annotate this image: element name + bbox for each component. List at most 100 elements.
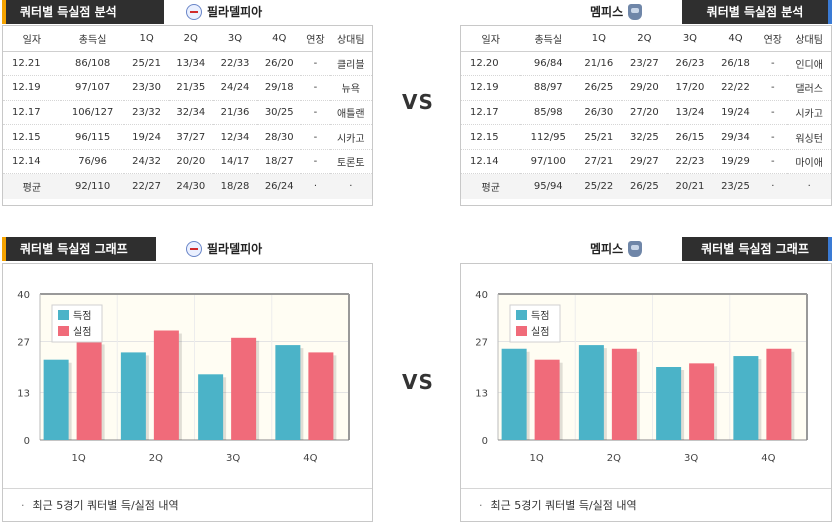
column-header: 3Q <box>667 26 713 52</box>
table-cell: 37/27 <box>168 124 213 150</box>
left-table-title: 쿼터별 득실점 분석 <box>6 0 164 24</box>
header-accent <box>2 0 6 24</box>
table-cell: 23/30 <box>124 75 169 101</box>
table-cell: 28/30 <box>257 124 302 150</box>
bar-scored <box>198 374 224 440</box>
table-cell: 애틀랜 <box>329 100 372 126</box>
table-cell: 19/29 <box>712 149 759 175</box>
left-chart-box: 0 13 27 40 1Q 2Q 3Q 4Q 득점 실점 · 최근 5경기 쿼터별 득/실점 내역 <box>2 263 373 522</box>
table-row: 12.15 96/115 19/24 37/27 12/34 28/30- 시카고 <box>3 124 372 150</box>
x-tick-label: 2Q <box>607 453 621 464</box>
vs-label-top: VS <box>402 90 434 114</box>
table-cell: 20/21 <box>667 173 713 199</box>
x-tick-label: 4Q <box>761 453 775 464</box>
legend-label: 득점 <box>73 310 91 322</box>
right-table: 일자 총득실 1Q 2Q 3Q 4Q 연장 상대팀 12.20 96/84 21/16 23/27 2… <box>461 26 831 199</box>
column-header: 3Q <box>212 26 258 52</box>
table-cell: 25/21 <box>124 51 169 77</box>
table-cell: 95/94 <box>520 173 577 199</box>
76ers-logo-icon <box>186 241 202 257</box>
column-header: 일자 <box>3 26 61 52</box>
76ers-logo-icon <box>186 4 202 20</box>
left-table-header: 쿼터별 득실점 분석 필라델피아 <box>2 0 372 24</box>
column-header: 총득실 <box>520 26 577 52</box>
table-cell: 12/34 <box>212 124 258 150</box>
x-tick-label: 1Q <box>530 453 544 464</box>
table-cell: - <box>301 100 330 126</box>
bar-scored <box>43 359 69 440</box>
legend-swatch <box>516 310 527 320</box>
table-cell: 인디애 <box>787 51 831 77</box>
table-cell: 26/25 <box>576 75 622 101</box>
table-cell: 댈러스 <box>787 75 831 101</box>
header-accent <box>828 0 832 24</box>
average-row: 평균 92/110 22/27 24/30 18/28 26/24 · · <box>3 173 372 199</box>
right-chart-footer: · 최근 5경기 쿼터별 득/실점 내역 <box>461 488 831 521</box>
table-cell: 32/25 <box>621 124 668 150</box>
x-tick-label: 3Q <box>684 453 698 464</box>
header-accent <box>828 237 832 261</box>
table-cell: 96/84 <box>520 51 577 77</box>
table-cell: 13/34 <box>168 51 213 77</box>
y-tick-label: 40 <box>17 290 30 301</box>
table-cell: 12.14 <box>461 149 521 175</box>
table-cell: - <box>301 51 330 77</box>
column-header: 상대팀 <box>329 26 372 52</box>
table-header-row: 일자 총득실 1Q 2Q 3Q 4Q 연장 상대팀 <box>461 26 831 52</box>
table-cell: 21/35 <box>168 75 213 101</box>
table-cell: 시카고 <box>787 100 831 126</box>
legend-swatch <box>58 310 69 320</box>
left-table: 일자 총득실 1Q 2Q 3Q 4Q 연장 상대팀 12.21 86/108 25/21 13/34… <box>3 26 372 199</box>
table-cell: 14/17 <box>212 149 258 175</box>
table-cell: 24/30 <box>168 173 213 199</box>
table-cell: - <box>758 75 788 101</box>
left-team-name: 필라델피아 <box>207 242 263 256</box>
table-cell: 23/25 <box>712 173 759 199</box>
column-header: 연장 <box>758 26 788 52</box>
right-chart-header: 멤피스 쿼터별 득실점 그래프 <box>460 237 832 261</box>
column-header: 1Q <box>124 26 169 52</box>
table-cell: · <box>301 173 330 199</box>
left-stats-table: 일자 총득실 1Q 2Q 3Q 4Q 연장 상대팀 12.21 86/108 25/21 13/34… <box>2 25 373 206</box>
table-cell: - <box>758 149 788 175</box>
table-cell: 20/20 <box>168 149 213 175</box>
table-cell: · <box>329 173 372 199</box>
bar-scored <box>120 352 146 440</box>
table-cell: 29/20 <box>621 75 668 101</box>
table-row: 12.19 88/97 26/25 29/20 17/20 22/22- 댈러스 <box>461 75 831 101</box>
table-cell: 26/18 <box>712 51 759 77</box>
bar-allowed <box>153 330 179 440</box>
right-chart-box: 0 13 27 40 1Q 2Q 3Q 4Q 득점 실점 · 최근 5경기 쿼터별 득/실점 내역 <box>460 263 832 522</box>
table-cell: 97/100 <box>520 149 577 175</box>
legend-label: 실점 <box>73 326 91 338</box>
right-footer-text: 최근 5경기 쿼터별 득/실점 내역 <box>490 499 637 512</box>
x-tick-label: 3Q <box>226 453 240 464</box>
table-cell: - <box>758 100 788 126</box>
table-cell: 클리블 <box>329 51 372 77</box>
column-header: 2Q <box>621 26 668 52</box>
average-row: 평균 95/94 25/22 26/25 20/21 23/25 · · <box>461 173 831 199</box>
table-row: 12.17 106/127 23/32 32/34 21/36 30/25- 애틀랜 <box>3 100 372 126</box>
table-cell: 23/27 <box>621 51 668 77</box>
table-cell: 85/98 <box>520 100 577 126</box>
left-chart-footer: · 최근 5경기 쿼터별 득/실점 내역 <box>3 488 372 521</box>
column-header: 총득실 <box>60 26 125 52</box>
legend-swatch <box>58 326 69 336</box>
right-team: 멤피스 <box>590 0 643 24</box>
column-header: 1Q <box>576 26 622 52</box>
table-cell: 19/24 <box>124 124 169 150</box>
table-cell: 97/107 <box>60 75 125 101</box>
table-cell: 12.15 <box>3 124 61 150</box>
left-footer-text: 최근 5경기 쿼터별 득/실점 내역 <box>32 499 179 512</box>
left-team: 필라델피아 <box>186 0 262 24</box>
table-cell: 12.17 <box>3 100 61 126</box>
table-cell: 26/24 <box>257 173 302 199</box>
table-cell: 13/24 <box>667 100 713 126</box>
table-cell: 18/27 <box>257 149 302 175</box>
header-accent <box>2 237 6 261</box>
table-cell: 29/18 <box>257 75 302 101</box>
column-header: 연장 <box>301 26 330 52</box>
table-cell: 76/96 <box>60 149 125 175</box>
